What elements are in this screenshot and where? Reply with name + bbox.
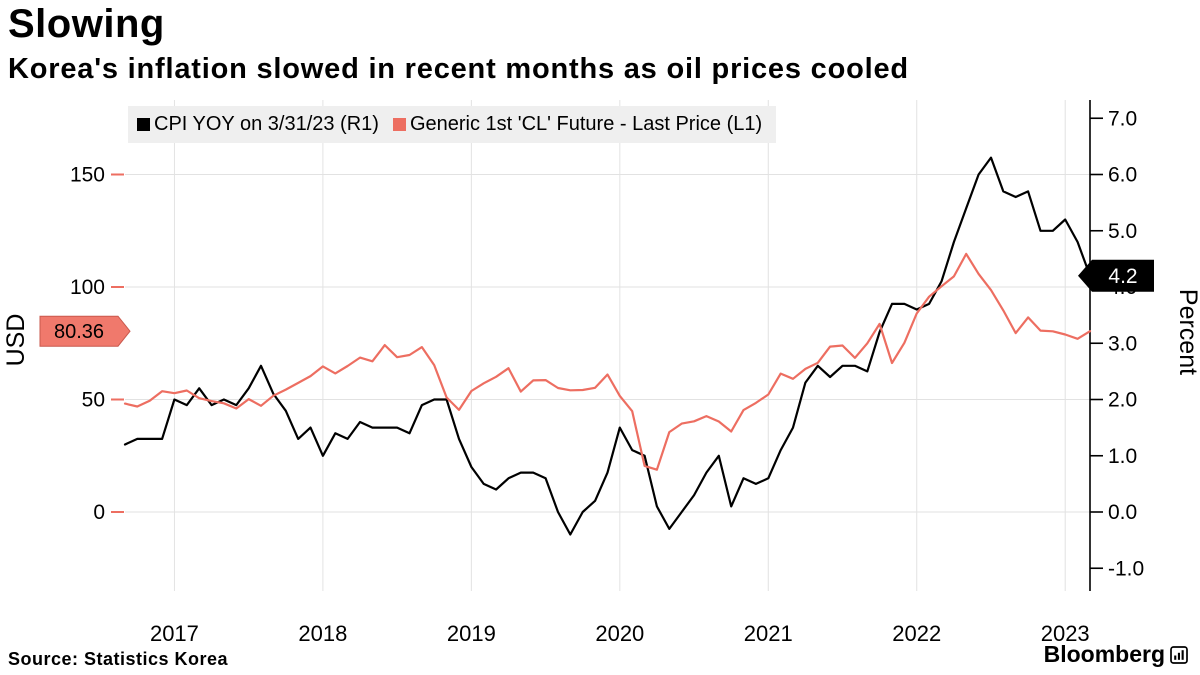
right-axis-tick-label: 0.0 xyxy=(1108,501,1137,524)
left-axis-marker-label: 80.36 xyxy=(54,321,104,343)
right-axis-tick-label: 7.0 xyxy=(1108,107,1137,130)
left-axis-marker xyxy=(39,315,131,347)
x-axis-tick-label: 2017 xyxy=(150,621,199,646)
x-axis-tick-label: 2021 xyxy=(744,621,793,646)
x-axis-tick-label: 2023 xyxy=(1041,621,1090,646)
right-axis-tick-label: 5.0 xyxy=(1108,220,1137,243)
legend-swatch-cpi-icon xyxy=(137,118,150,131)
left-axis-tick-label: 100 xyxy=(70,276,105,299)
x-axis-tick-label: 2022 xyxy=(892,621,941,646)
bloomberg-terminal-icon xyxy=(1170,645,1188,664)
right-axis-tick-label: -1.0 xyxy=(1108,557,1144,580)
x-axis-tick-label: 2018 xyxy=(298,621,347,646)
legend-swatch-oil-icon xyxy=(392,118,406,131)
legend-item-cpi: CPI YOY on 3/31/23 (R1) xyxy=(137,113,379,136)
chart-legend: CPI YOY on 3/31/23 (R1) Generic 1st 'CL'… xyxy=(128,106,777,143)
page-title: Slowing xyxy=(8,2,165,46)
legend-label-cpi: CPI YOY on 3/31/23 (R1) xyxy=(154,113,379,135)
bloomberg-logo-text: Bloomberg xyxy=(1043,641,1165,667)
right-axis-tick-label: 3.0 xyxy=(1108,332,1137,355)
left-axis-tick-label: 0 xyxy=(93,501,105,524)
left-axis-tick-label: 150 xyxy=(70,164,105,187)
right-axis-marker-label: 4.2 xyxy=(1108,265,1137,288)
x-axis-tick-label: 2020 xyxy=(595,621,644,646)
cpi-line xyxy=(123,156,1092,536)
right-axis-tick-label: 6.0 xyxy=(1108,164,1137,187)
source-note: Source: Statistics Korea xyxy=(8,649,229,669)
right-axis-tick-label: 1.0 xyxy=(1108,445,1137,468)
right-axis-tick-label: 2.0 xyxy=(1108,389,1137,412)
bloomberg-logo: Bloomberg xyxy=(1044,641,1188,668)
legend-label-oil: Generic 1st 'CL' Future - Last Price (L1… xyxy=(409,113,763,135)
right-axis-marker xyxy=(1078,259,1154,292)
left-axis-title: USD xyxy=(2,314,30,367)
legend-item-oil: Generic 1st 'CL' Future - Last Price (L1… xyxy=(392,113,763,136)
left-axis-tick-label: 50 xyxy=(82,389,105,412)
x-axis-tick-label: 2019 xyxy=(447,621,496,646)
chart-subtitle: Korea's inflation slowed in recent month… xyxy=(8,53,909,85)
right-axis-title: Percent xyxy=(1174,289,1200,375)
oil-line xyxy=(123,252,1092,471)
